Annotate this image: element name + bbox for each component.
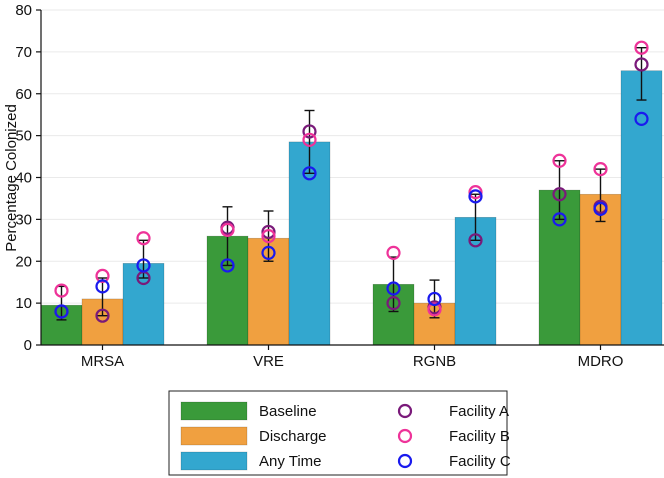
marker-facility-b-vre-baseline <box>220 222 235 237</box>
legend-label-discharge: Discharge <box>259 428 327 445</box>
marker-facility-c-rgnb-discharge <box>427 291 442 307</box>
marker-facility-a-vre-any-time <box>302 124 317 139</box>
legend-marker-facility-c <box>397 453 413 469</box>
x-tick-label-rgnb: RGNB <box>413 353 456 370</box>
y-tick-label-30: 30 <box>15 211 32 228</box>
marker-facility-c-vre-any-time <box>302 166 317 181</box>
legend-swatch-any-time <box>180 451 248 471</box>
x-tick-label-vre: VRE <box>253 353 284 370</box>
marker-facility-b-rgnb-any-time <box>468 185 483 200</box>
legend-label-facility-a: Facility A <box>449 403 509 420</box>
y-tick-label-50: 50 <box>15 128 32 145</box>
marker-facility-a-rgnb-baseline <box>386 296 401 311</box>
marker-facility-c-mrsa-discharge <box>95 279 110 294</box>
y-tick-label-10: 10 <box>15 295 32 312</box>
y-tick-label-70: 70 <box>15 44 32 61</box>
legend-label-any-time: Any Time <box>259 453 322 470</box>
bars <box>40 70 663 346</box>
marker-facility-c-vre-discharge <box>261 245 276 260</box>
y-axis-title: Percentage Colonized <box>3 104 20 252</box>
marker-facility-b-mrsa-discharge <box>95 268 110 284</box>
legend-label-baseline: Baseline <box>259 403 317 420</box>
y-tick-label-20: 20 <box>15 253 32 270</box>
marker-facility-c-vre-baseline <box>220 258 235 273</box>
legend-marker-facility-a <box>397 403 413 419</box>
marker-facility-c-mdro-any-time <box>634 111 649 126</box>
bar-mdro-any-time <box>620 70 663 346</box>
marker-facility-c-mdro-discharge <box>593 201 608 217</box>
y-tick-label-40: 40 <box>15 170 32 187</box>
error-bar-vre-discharge <box>263 210 274 262</box>
legend-label-facility-c: Facility C <box>449 453 511 470</box>
facility-markers <box>54 40 649 323</box>
marker-facility-c-rgnb-baseline <box>386 281 401 296</box>
marker-facility-b-mdro-baseline <box>552 153 567 168</box>
marker-facility-b-vre-discharge <box>261 229 276 244</box>
error-bar-mdro-baseline <box>554 160 565 221</box>
x-tick-label-mdro: MDRO <box>578 353 624 370</box>
marker-facility-b-mrsa-any-time <box>136 231 151 246</box>
legend-swatch-baseline <box>180 401 248 421</box>
y-tick-labels: 0 10 20 30 40 50 60 70 80 <box>15 2 32 354</box>
x-tick-label-mrsa: MRSA <box>81 353 124 370</box>
marker-facility-a-mdro-any-time <box>634 57 649 72</box>
legend-marker-facility-b <box>397 428 413 444</box>
marker-facility-a-mdro-baseline <box>552 187 567 202</box>
marker-facility-b-rgnb-discharge <box>427 302 442 317</box>
marker-facility-b-mdro-any-time <box>634 40 649 55</box>
marker-facility-c-mrsa-any-time <box>136 258 151 273</box>
axes <box>36 9 664 350</box>
bar-vre-any-time <box>288 141 331 346</box>
y-tick-label-80: 80 <box>15 2 32 19</box>
marker-facility-b-mrsa-baseline <box>54 283 69 298</box>
marker-facility-b-vre-any-time <box>302 132 317 147</box>
marker-facility-a-mrsa-discharge <box>95 308 110 323</box>
marker-facility-b-rgnb-baseline <box>386 245 401 260</box>
legend-label-facility-b: Facility B <box>449 428 510 445</box>
error-bar-mdro-any-time <box>636 46 647 101</box>
marker-facility-c-mrsa-baseline <box>54 304 69 319</box>
marker-facility-a-rgnb-any-time <box>468 233 483 248</box>
marker-facility-a-vre-discharge <box>261 224 276 240</box>
legend: Baseline Discharge Any Time Facility A Facil… <box>168 390 511 476</box>
marker-facility-c-mdro-baseline <box>552 212 567 227</box>
marker-facility-b-mdro-discharge <box>593 162 608 177</box>
y-tick-label-0: 0 <box>24 337 32 354</box>
y-tick-label-60: 60 <box>15 86 32 103</box>
x-tick-labels: MRSA VRE RGNB MDRO <box>81 353 624 370</box>
gridlines <box>41 9 664 304</box>
marker-facility-c-rgnb-any-time <box>468 189 483 204</box>
legend-swatch-discharge <box>180 426 248 446</box>
error-bar-vre-any-time <box>304 109 315 175</box>
error-bar-rgnb-discharge <box>429 279 440 319</box>
